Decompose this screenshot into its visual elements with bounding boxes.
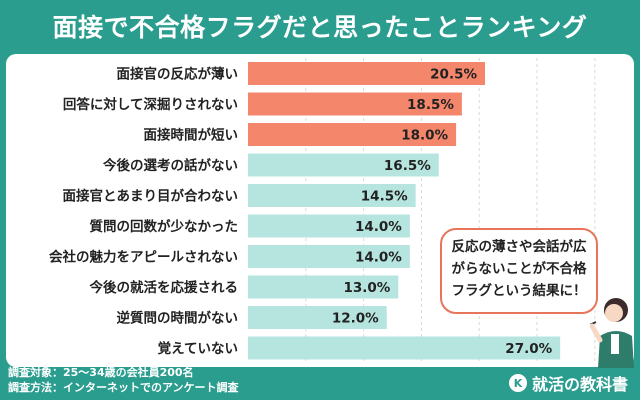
value-label: 18.5% [407, 97, 454, 113]
bar [248, 275, 399, 299]
footnote-line-1: 調査対象：25～34歳の会社員200名 [8, 366, 194, 379]
value-label: 20.5% [430, 67, 477, 83]
value-label: 18.0% [401, 128, 448, 144]
chart-title: 面接で不合格フラグだと思ったことランキング [52, 13, 588, 42]
bar [248, 306, 387, 329]
bar [248, 214, 410, 238]
value-label: 14.0% [355, 250, 402, 266]
logo-icon: K [508, 374, 527, 392]
person-illustration [590, 298, 634, 368]
category-label: 回答に対して深掘りされない [63, 96, 238, 113]
category-label: 面接時間が短い [144, 127, 239, 144]
category-label: 逆質問の時間がない [117, 310, 239, 327]
category-label: 質問の回数が少なかった [90, 218, 239, 235]
category-label: 今後の就活を応援される [90, 279, 239, 296]
value-label: 13.0% [343, 280, 390, 296]
category-label: 面接官とあまり目が合わない [63, 188, 239, 205]
callout-line-2: がらないことが不合格 [451, 261, 587, 277]
value-label: 12.0% [332, 311, 379, 327]
logo-text: 就活の教科書 [531, 375, 628, 394]
callout-box: 反応の薄さや会話が広 がらないことが不合格 フラグという結果に！ [440, 228, 598, 314]
bar [248, 153, 439, 177]
logo: K 就活の教科書 [508, 371, 628, 395]
callout-line-1: 反応の薄さや会話が広 [451, 239, 587, 255]
callout-line-3: フラグという結果に！ [451, 283, 587, 299]
bar [248, 245, 410, 268]
bar [248, 336, 561, 360]
category-label: 今後の選考の話がない [103, 157, 238, 174]
bar [248, 62, 485, 85]
category-label: 会社の魅力をアピールされない [49, 249, 238, 266]
bar [248, 123, 457, 146]
category-label: 面接官の反応が薄い [117, 66, 239, 83]
category-label: 覚えていない [158, 340, 238, 357]
bar [248, 184, 416, 207]
value-label: 14.5% [361, 189, 408, 205]
footnote-line-2: 調査方法：インターネットでのアンケート調査 [8, 381, 239, 394]
value-label: 27.0% [505, 341, 552, 357]
bar [248, 92, 462, 116]
value-label: 16.5% [384, 158, 431, 174]
value-label: 14.0% [355, 219, 402, 235]
